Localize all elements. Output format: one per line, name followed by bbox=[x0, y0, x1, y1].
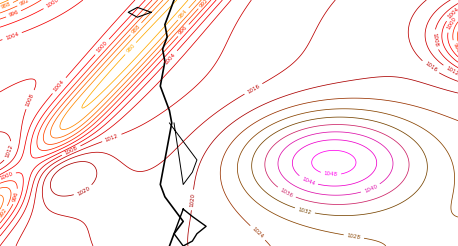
Text: 1036: 1036 bbox=[279, 187, 294, 198]
Text: 1000: 1000 bbox=[0, 171, 14, 181]
Text: 1008: 1008 bbox=[431, 32, 439, 47]
Text: 1008: 1008 bbox=[64, 145, 79, 156]
Text: 1004: 1004 bbox=[447, 7, 458, 20]
Text: 1016: 1016 bbox=[246, 83, 261, 94]
Text: 980: 980 bbox=[125, 43, 136, 54]
Text: 1000: 1000 bbox=[96, 40, 109, 54]
Text: 996: 996 bbox=[178, 25, 189, 36]
Text: 1016: 1016 bbox=[423, 61, 437, 73]
Text: 1004: 1004 bbox=[164, 52, 177, 65]
Text: 1000: 1000 bbox=[45, 0, 60, 9]
Text: 1044: 1044 bbox=[301, 176, 316, 186]
Text: 988: 988 bbox=[0, 1, 11, 10]
Text: 1004: 1004 bbox=[5, 31, 20, 41]
Text: 1004: 1004 bbox=[53, 79, 65, 92]
Text: 992: 992 bbox=[198, 0, 209, 8]
Text: 1012: 1012 bbox=[445, 65, 458, 77]
Text: 1020: 1020 bbox=[76, 185, 91, 196]
Text: 1000: 1000 bbox=[446, 16, 458, 30]
Text: 1040: 1040 bbox=[363, 184, 378, 194]
Text: 1020: 1020 bbox=[189, 193, 196, 207]
Text: 984: 984 bbox=[178, 8, 189, 19]
Text: 1008: 1008 bbox=[25, 92, 35, 107]
Text: 1048: 1048 bbox=[324, 171, 338, 178]
Text: 996: 996 bbox=[12, 191, 20, 202]
Text: 992: 992 bbox=[0, 207, 8, 218]
Text: 1032: 1032 bbox=[297, 207, 312, 215]
Text: 1024: 1024 bbox=[251, 226, 265, 240]
Text: 992: 992 bbox=[19, 0, 30, 7]
Text: 996: 996 bbox=[452, 42, 458, 54]
Text: 1028: 1028 bbox=[347, 233, 361, 240]
Text: 988: 988 bbox=[131, 23, 142, 34]
Text: 996: 996 bbox=[8, 10, 19, 18]
Text: 1012: 1012 bbox=[5, 144, 14, 159]
Text: 1012: 1012 bbox=[104, 133, 119, 143]
